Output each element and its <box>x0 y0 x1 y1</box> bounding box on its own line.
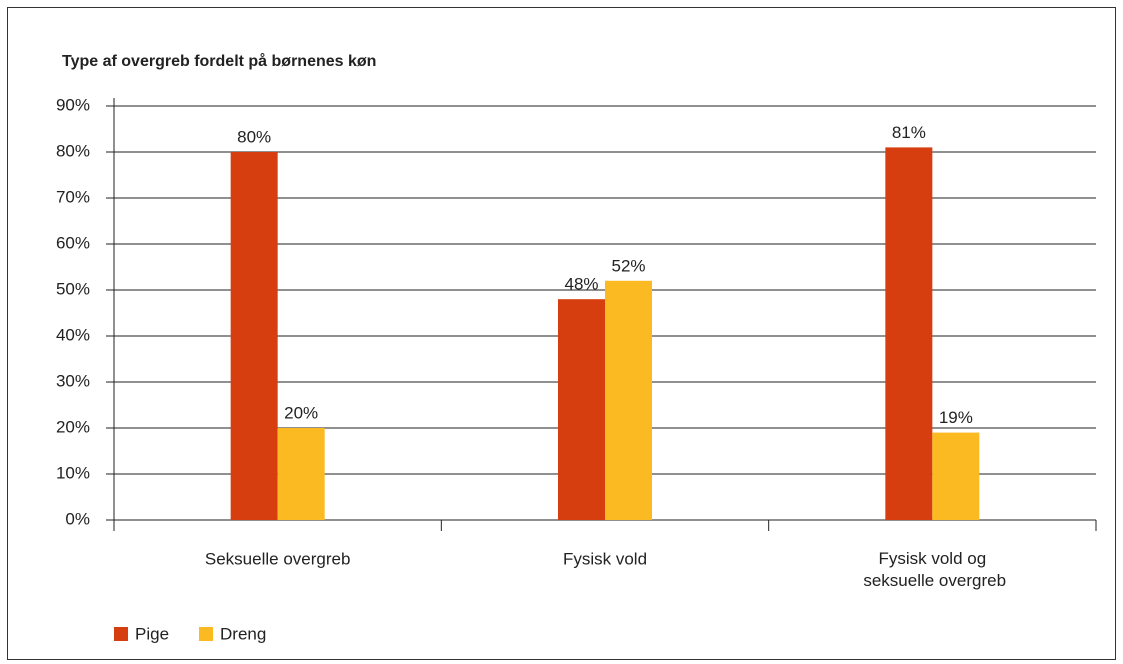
y-tick-label: 50% <box>56 279 90 298</box>
legend-label: Dreng <box>220 624 266 643</box>
x-tick-label: Seksuelle overgreb <box>205 549 351 568</box>
bar <box>230 152 278 520</box>
bar <box>277 428 325 520</box>
legend-swatch <box>199 627 214 641</box>
chart-title: Type af overgreb fordelt på børnenes køn <box>62 52 376 70</box>
y-tick-label: 40% <box>56 325 90 344</box>
y-tick-label: 90% <box>56 95 90 114</box>
value-label: 20% <box>284 403 318 422</box>
x-tick-label: Fysisk vold og seksuelle overgreb <box>859 549 1006 590</box>
x-tick-label: Fysisk vold <box>563 549 647 568</box>
y-tick-label: 80% <box>56 141 90 160</box>
legend-swatch <box>114 627 128 641</box>
value-label: 52% <box>611 256 645 275</box>
y-tick-label: 60% <box>56 233 90 252</box>
legend-label: Pige <box>135 624 169 643</box>
value-label: 81% <box>892 123 926 142</box>
y-tick-label: 70% <box>56 187 90 206</box>
bar <box>885 147 933 520</box>
y-tick-label: 30% <box>56 371 90 390</box>
bar <box>932 432 980 520</box>
bar <box>558 299 605 520</box>
y-tick-label: 0% <box>65 509 90 528</box>
bar <box>605 280 652 520</box>
frame <box>7 7 1116 660</box>
value-label: 80% <box>237 127 271 146</box>
value-label: 19% <box>939 408 973 427</box>
y-tick-label: 10% <box>56 463 90 482</box>
value-label: 48% <box>564 275 598 294</box>
y-tick-label: 20% <box>56 417 90 436</box>
